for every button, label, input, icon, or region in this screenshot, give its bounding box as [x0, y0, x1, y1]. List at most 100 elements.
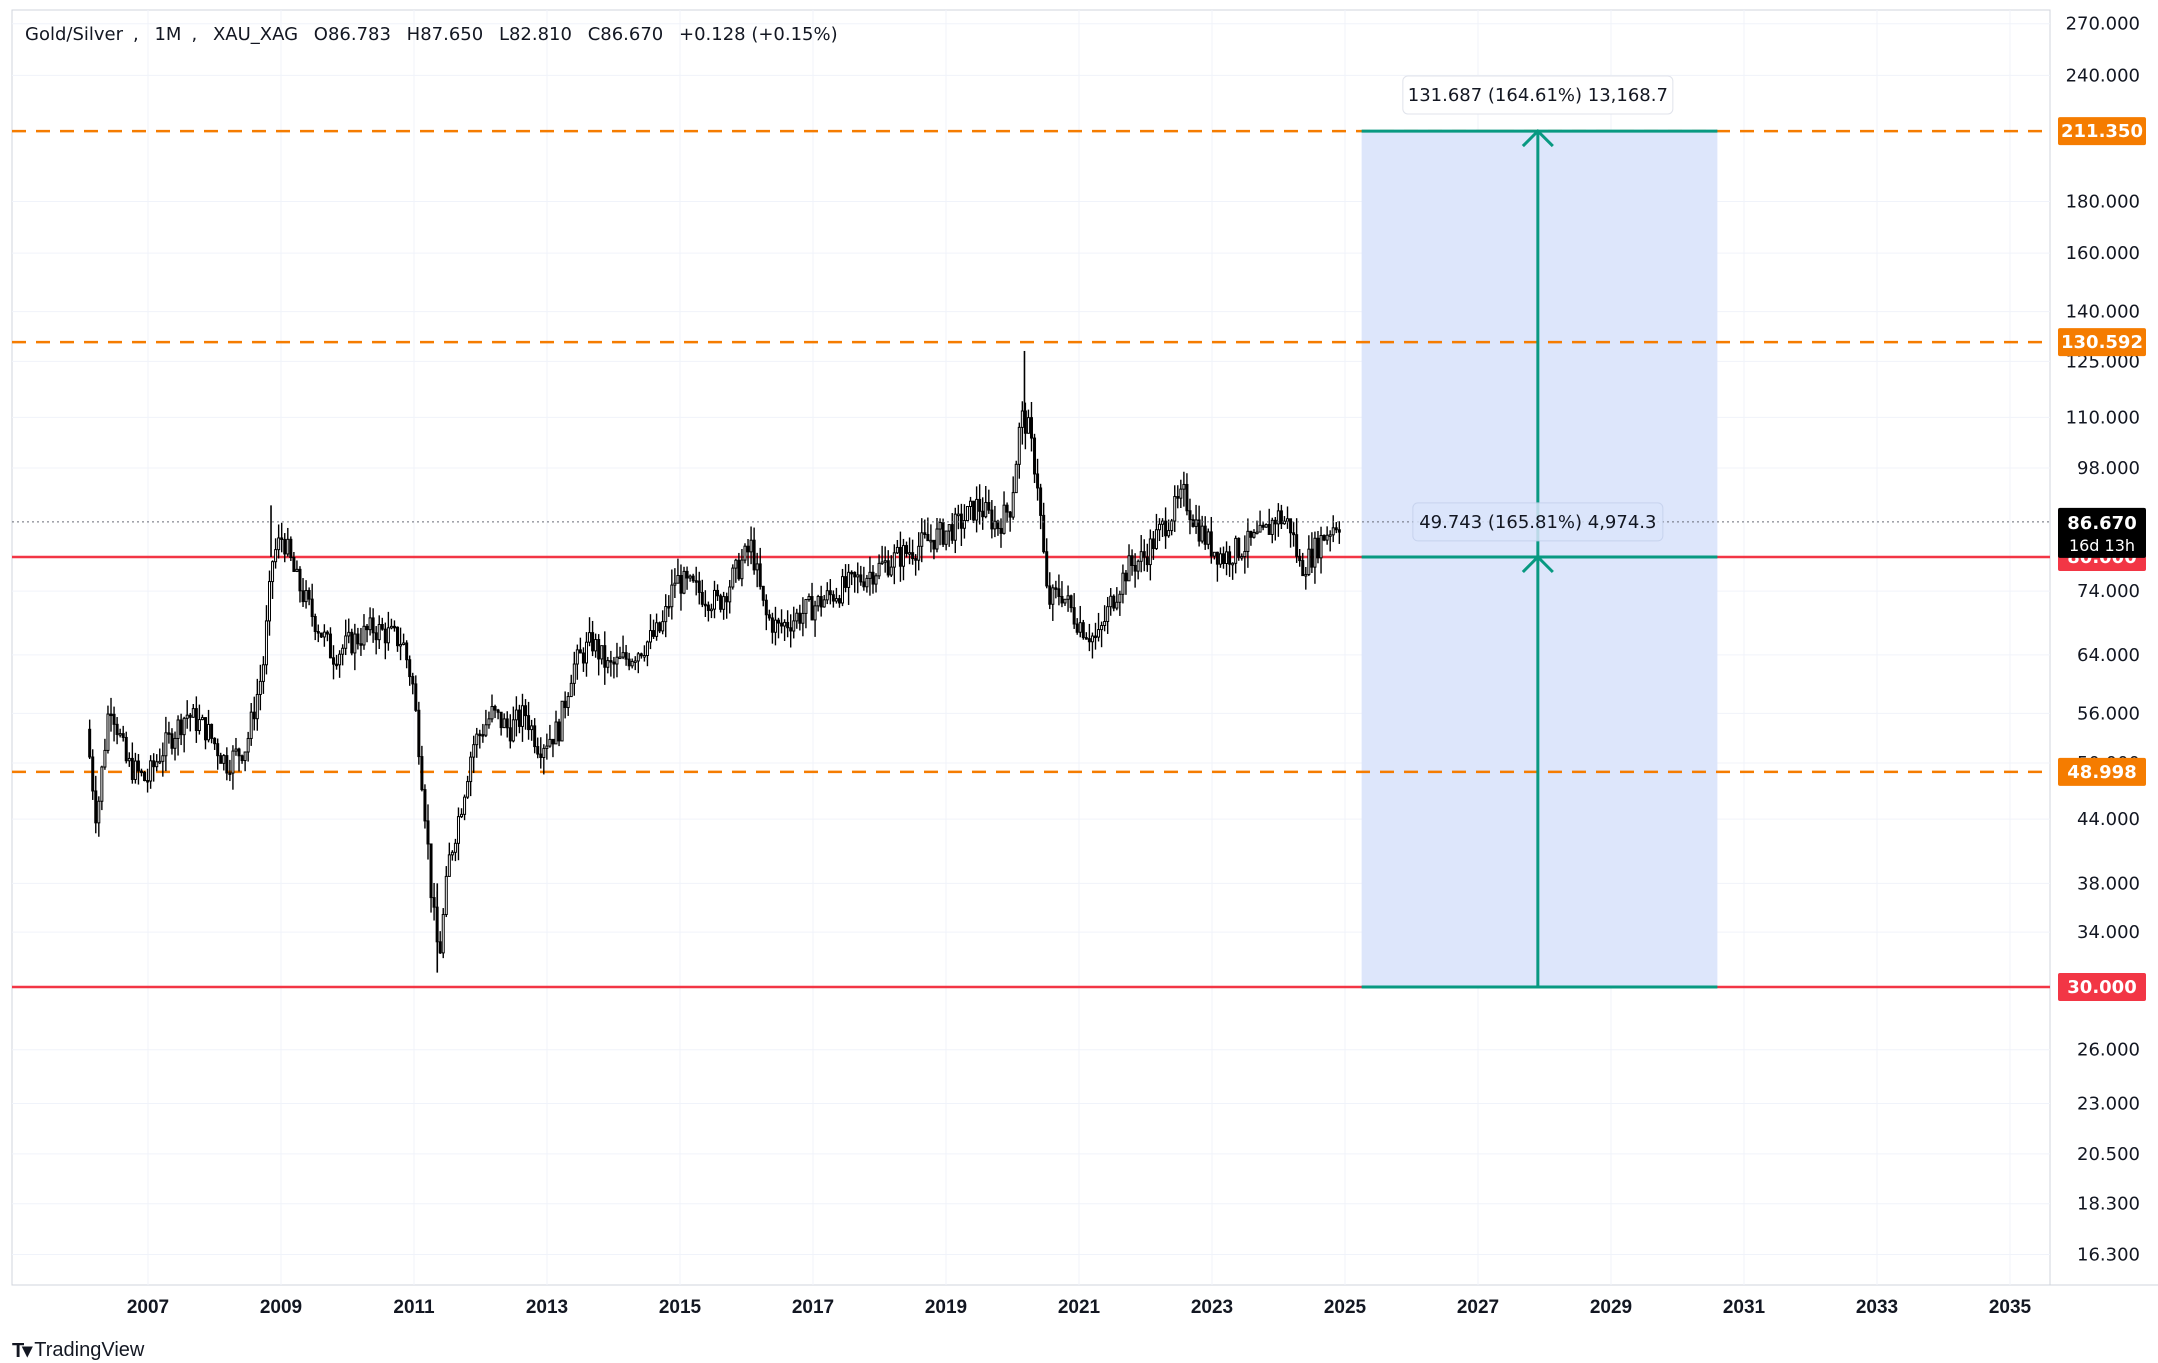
candle-body [1005, 504, 1009, 513]
candle-body [633, 660, 637, 663]
candle-body [600, 645, 604, 660]
plot-area: 131.687 (164.61%) 13,168.7 49.743 (165.81… [12, 75, 2050, 989]
candle-body [386, 627, 390, 644]
candle-body [1295, 534, 1299, 557]
x-tick-label: 2021 [1058, 1297, 1101, 1318]
candle-body [1182, 483, 1186, 490]
candle-body [572, 663, 576, 684]
candle-body [1145, 556, 1149, 566]
candle-body [1121, 572, 1125, 595]
price-tag-130.592: 130.592 [2061, 332, 2143, 353]
candle-body [1270, 519, 1274, 535]
candle-body [716, 589, 720, 597]
candle-body [892, 552, 896, 568]
candle-body [139, 770, 143, 774]
candle-body [920, 532, 924, 547]
candle-body [697, 580, 701, 593]
candle-body [447, 854, 451, 877]
candle-body [853, 571, 857, 578]
price-axis[interactable]: 270.000 240.000 180.000 160.000 140.000 125.0… [2058, 14, 2146, 1266]
y-tick-label: 140.000 [2066, 302, 2140, 323]
candle-body [1020, 410, 1024, 428]
candle-body [712, 589, 716, 610]
candle-body [703, 603, 707, 607]
candle-body [603, 645, 607, 668]
candle-body [365, 625, 369, 631]
tradingview-brand[interactable]: T▾ TradingView [12, 1338, 144, 1363]
candle-body [996, 520, 1000, 529]
candle-body [1036, 473, 1040, 489]
candle-body [1286, 518, 1290, 522]
candle-body [1118, 593, 1122, 603]
candle-body [1008, 511, 1012, 518]
candle-body [307, 590, 311, 600]
candle-body [1109, 595, 1113, 608]
candle-body [828, 590, 832, 596]
candle-body [1081, 622, 1085, 639]
candle-body [414, 683, 418, 711]
x-tick-label: 2033 [1856, 1297, 1898, 1318]
candle-body [490, 706, 494, 720]
candle-body [993, 520, 997, 530]
candle-body [1097, 629, 1101, 638]
candle-body [1060, 595, 1064, 604]
countdown-tag: 16d 13h [2069, 536, 2135, 555]
candle-body [719, 595, 723, 610]
candle-body [487, 718, 491, 726]
candle-body [1252, 531, 1256, 538]
candle-body [737, 559, 741, 580]
candle-body [612, 661, 616, 665]
candle-body [1246, 530, 1250, 552]
symbol-name[interactable]: Gold/Silver [25, 24, 124, 45]
candle-body [1042, 514, 1046, 553]
measure-arrow-head [1521, 128, 1554, 148]
candle-body [1221, 553, 1225, 565]
candle-body [566, 696, 570, 709]
candle-body [1057, 588, 1061, 597]
candle-body [1002, 504, 1006, 534]
candle-body [837, 598, 841, 604]
candle-body [335, 663, 339, 667]
candle-body [426, 820, 430, 845]
candle-body [1167, 530, 1171, 537]
candle-body [277, 537, 281, 551]
candle-body [597, 639, 601, 660]
y-tick-label: 26.000 [2077, 1040, 2140, 1061]
candle-body [252, 711, 256, 720]
candle-body [520, 705, 524, 727]
candle-body [200, 717, 204, 721]
candle-body [304, 590, 308, 603]
candle-body [1026, 417, 1030, 434]
candle-body [1209, 531, 1213, 557]
candle-body [1045, 551, 1049, 587]
candle-body [1188, 510, 1192, 521]
candle-body [682, 570, 686, 594]
candle-body [1157, 523, 1161, 531]
candle-body [1191, 519, 1195, 527]
candle-body [399, 643, 403, 647]
candle-body [1133, 564, 1137, 572]
candle-body [417, 709, 421, 758]
candle-body [289, 538, 293, 558]
candle-body [322, 631, 326, 638]
candle-body [301, 590, 305, 603]
candle-body [1170, 520, 1174, 532]
candle-body [770, 617, 774, 633]
candle-body [539, 753, 543, 759]
candle-body [743, 545, 747, 561]
candle-body [207, 723, 211, 741]
candle-body [1276, 510, 1280, 525]
time-axis[interactable]: 2007 2009 2011 2013 2015 2017 2019 2021 2023 2025… [127, 1297, 2032, 1318]
candle-body [1039, 487, 1043, 516]
current-price-tag: 86.670 [2067, 513, 2136, 534]
candle-body [271, 561, 275, 583]
candle-body [94, 790, 98, 824]
candle-body [1063, 598, 1067, 604]
candle-body [709, 608, 713, 612]
candle-body [694, 580, 698, 583]
interval-label[interactable]: 1M [154, 24, 182, 45]
candle-body [752, 539, 756, 571]
candle-body [502, 718, 506, 729]
candle-body [450, 851, 454, 856]
